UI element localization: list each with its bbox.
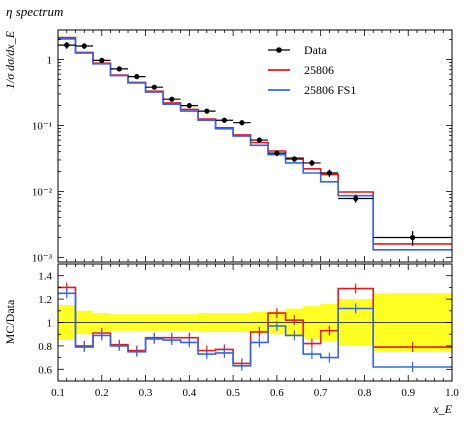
ratio-y-tick-label: 1.2: [38, 294, 52, 306]
data-point: [410, 234, 416, 241]
data-point: [291, 156, 297, 162]
data-point: [239, 120, 245, 126]
legend-25806-fs1-label: 25806 FS1: [304, 83, 356, 97]
data-point: [326, 170, 333, 176]
ratio-y-tick-label: 1: [47, 318, 53, 330]
main-y-axis-label: 1/σ dσ/dx_E: [3, 30, 17, 89]
legend: Data 25806 25806 FS1: [268, 43, 356, 97]
chart-title: η spectrum: [6, 4, 63, 19]
data-point: [274, 150, 280, 156]
x-tick-label: 0.7: [314, 387, 328, 399]
x-tick-label: 0.2: [95, 387, 109, 399]
data-point: [204, 108, 210, 114]
data-point: [256, 137, 262, 143]
x-tick-label: 0.3: [139, 387, 153, 399]
series-25806-fs1-ratio-line: [58, 292, 452, 368]
data-point: [116, 66, 122, 72]
data-point: [134, 74, 140, 80]
data-point: [186, 102, 192, 109]
x-tick-label: 0.1: [51, 387, 65, 399]
ratio-y-tick-label: 1.4: [38, 271, 52, 283]
x-tick-label: 0.6: [270, 387, 284, 399]
x-tick-label: 1.0: [445, 387, 459, 399]
x-axis-label: x_E: [432, 402, 452, 416]
data-point: [99, 57, 105, 63]
x-tick-label: 0.8: [358, 387, 372, 399]
data-point: [353, 195, 359, 202]
data-point: [169, 96, 175, 102]
data-point: [151, 84, 157, 90]
data-point: [64, 42, 70, 48]
main-y-tick-label: 10⁻²: [32, 186, 53, 198]
data-point: [221, 117, 227, 123]
x-tick-label: 0.4: [182, 387, 196, 399]
legend-25806-label: 25806: [304, 63, 334, 77]
legend-data-label: Data: [304, 43, 327, 57]
ratio-y-tick-label: 0.6: [38, 364, 52, 376]
main-y-tick-label: 10⁻³: [32, 252, 53, 264]
main-y-tick-label: 10⁻¹: [32, 120, 52, 132]
data-point: [81, 43, 87, 49]
ratio-y-tick-label: 0.8: [38, 341, 52, 353]
x-tick-label: 0.5: [226, 387, 240, 399]
x-tick-label: 0.9: [401, 387, 415, 399]
series-25806-fs1-line: [58, 38, 452, 251]
main-y-tick-label: 1: [47, 54, 53, 66]
legend-data-marker: [276, 47, 282, 53]
ratio-panel: 0.6 0.8 1 1.2 1.4 0.1 0.2 0.3 0.4 0.5 0.6 0.7 0.8 0.9…: [38, 263, 459, 399]
main-frame: [57, 29, 453, 263]
ratio-y-axis-label: MC/Data: [3, 299, 17, 344]
data-point: [309, 160, 315, 166]
